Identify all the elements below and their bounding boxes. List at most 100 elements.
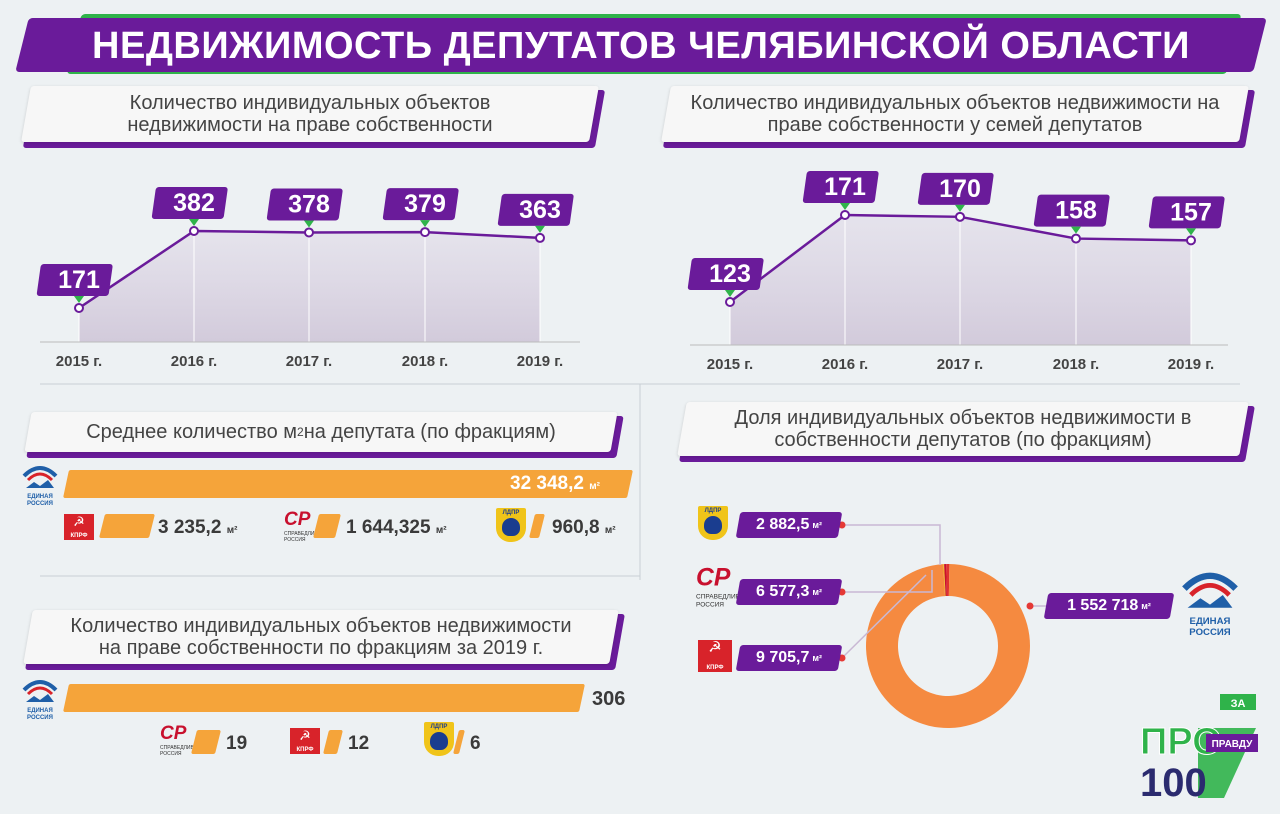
- data-label-pointer-1: [189, 219, 199, 226]
- donut-er-value: 1 552 718: [1067, 597, 1139, 614]
- er-logo-text: ЕДИНАЯ: [27, 494, 53, 500]
- data-label-2: 170: [939, 175, 981, 203]
- x-tick-label-2: 2017 г.: [937, 356, 983, 373]
- bar-er-area-label: 32 348,2 м²: [510, 473, 600, 495]
- data-point-3: [420, 227, 430, 238]
- top-right-panel-title: Количество индивидуальных объектов недви…: [690, 92, 1220, 136]
- donut-slice-3: [866, 564, 1030, 728]
- data-label-box-4: [497, 193, 574, 226]
- svg-text:РОССИЯ: РОССИЯ: [27, 501, 53, 507]
- data-point-0: [725, 297, 735, 307]
- donut-ldpr-value: 2 882,5: [755, 516, 810, 533]
- brand-pravdu: ПРАВДУ: [1212, 739, 1254, 750]
- sr-logo-icon-3: СР СПРАВЕДЛИВАЯ РОССИЯ: [696, 565, 749, 609]
- x-tick-label-1: 2016 г.: [171, 353, 217, 370]
- data-label-pointer-3: [1071, 226, 1081, 234]
- kprf-logo-text: КПРФ: [70, 533, 88, 539]
- data-label-box-3: [382, 188, 459, 221]
- ldpr-logo-text: ЛДПР: [502, 510, 520, 516]
- ldpr-area-unit: м²: [604, 525, 616, 536]
- data-label-pointer-0: [725, 290, 735, 297]
- svg-text:РОССИЯ: РОССИЯ: [1189, 627, 1230, 638]
- line-chart-family-objects: 123 2015 г. 171 2016 г. 170 2017 г. 158 2018 г.…: [687, 171, 1228, 373]
- x-tick-label-0: 2015 г.: [56, 353, 102, 370]
- donut-slice-2: [946, 564, 950, 597]
- data-point-2: [304, 227, 314, 238]
- bottom-left-panel-header: Количество индивидуальных объектов недви…: [23, 610, 625, 670]
- er-area-value: 32 348,2: [510, 473, 584, 494]
- data-label-pointer-1: [840, 203, 850, 210]
- brand-za: ЗА: [1231, 698, 1246, 710]
- x-tick-label-4: 2019 г.: [1168, 356, 1214, 373]
- er-logo-icon: ЕДИНАЯ РОССИЯ: [20, 462, 60, 508]
- donut-slice-0: [943, 564, 946, 597]
- data-label-box-4: [1148, 196, 1225, 229]
- top-left-panel-title: Количество индивидуальных объектов недви…: [127, 92, 493, 136]
- svg-text:ЕДИНАЯ: ЕДИНАЯ: [27, 708, 53, 714]
- kprf-area-unit: м²: [226, 525, 238, 536]
- data-point-3: [1071, 233, 1081, 244]
- data-label-box-2: [266, 188, 343, 221]
- donut-kprf-value: 9 705,7: [755, 649, 810, 666]
- kprf-logo-text-2: КПРФ: [296, 747, 314, 753]
- donut-kprf-unit: м²: [812, 653, 823, 663]
- donut-ldpr-unit: м²: [812, 520, 823, 530]
- bar-ldpr-area-label: 960,8 м²: [552, 517, 616, 539]
- bar-kprf-objects-label: 12: [348, 733, 370, 754]
- ldpr-logo-text-2: ЛДПР: [430, 724, 448, 730]
- sr-logo-text: СР: [284, 509, 311, 530]
- data-label-0: 123: [709, 260, 751, 288]
- donut-label-kprf: 9 705,7 м²: [735, 645, 843, 671]
- donut-label-ldpr: 2 882,5 м²: [735, 512, 843, 538]
- data-label-pointer-4: [1186, 228, 1196, 236]
- donut-sr-value: 6 577,3: [755, 583, 810, 600]
- donut-sr-unit: м²: [812, 587, 823, 597]
- sr-area-unit: м²: [435, 525, 447, 536]
- bar-er-objects-label: 306: [592, 688, 626, 710]
- ldpr-logo-icon-3: ЛДПР: [698, 506, 728, 540]
- ldpr-logo-icon: ЛДПР: [496, 508, 526, 542]
- donut-slice-1: [944, 564, 947, 597]
- donut-label-sr: 6 577,3 м²: [735, 579, 843, 605]
- x-tick-label-4: 2019 г.: [517, 353, 563, 370]
- data-point-2: [955, 211, 965, 222]
- bar-sr-objects-label: 19: [226, 733, 248, 754]
- kprf-area-value: 3 235,2: [158, 517, 222, 538]
- page-title: НЕДВИЖИМОСТЬ ДЕПУТАТОВ ЧЕЛЯБИНСКОЙ ОБЛАС…: [92, 25, 1190, 67]
- top-right-panel-header: Количество индивидуальных объектов недви…: [661, 86, 1256, 148]
- mid-left-title-main: Среднее количество м: [86, 421, 298, 443]
- data-label-3: 158: [1055, 197, 1097, 225]
- line-chart-objects: 171 2015 г. 382 2016 г. 378 2017 г. 379 2018 г.…: [36, 187, 580, 370]
- x-tick-label-1: 2016 г.: [822, 356, 868, 373]
- data-label-pointer-4: [535, 225, 545, 233]
- x-tick-label-0: 2015 г.: [707, 356, 753, 373]
- bottom-left-panel-title: Количество индивидуальных объектов недви…: [70, 615, 572, 659]
- sr-logo-sub-3: СПРАВЕДЛИВАЯ РОССИЯ: [696, 593, 749, 609]
- data-label-box-1: [151, 187, 228, 219]
- data-label-2: 378: [288, 190, 330, 218]
- data-label-box-1: [802, 171, 879, 203]
- data-label-box-0: [687, 258, 764, 290]
- bar-kprf-area-label: 3 235,2 м²: [158, 517, 237, 539]
- donut-chart: [866, 564, 1030, 728]
- title-banner: НЕДВИЖИМОСТЬ ДЕПУТАТОВ ЧЕЛЯБИНСКОЙ ОБЛАС…: [15, 14, 1267, 74]
- donut-panel-title: Доля индивидуальных объектов недвижимост…: [734, 407, 1192, 451]
- mid-left-title-sup: 2: [297, 425, 304, 439]
- data-label-1: 382: [173, 189, 215, 217]
- data-label-3: 379: [404, 190, 446, 218]
- svg-text:РОССИЯ: РОССИЯ: [27, 715, 53, 721]
- data-point-1: [189, 226, 199, 236]
- data-label-4: 157: [1170, 198, 1212, 226]
- sr-logo-sub-2: СПРАВЕДЛИВАЯ РОССИЯ: [160, 745, 201, 757]
- data-point-1: [840, 210, 850, 220]
- brand-logo-icon: ЗА ПРО ПРАВДУ 100: [1140, 694, 1258, 804]
- data-label-4: 363: [519, 196, 561, 224]
- donut-er-unit: м²: [1141, 601, 1151, 611]
- data-point-4: [1186, 235, 1196, 246]
- data-label-box-3: [1033, 194, 1110, 227]
- data-label-box-0: [36, 264, 113, 296]
- kprf-logo-icon-2: ☭ КПРФ: [290, 728, 320, 754]
